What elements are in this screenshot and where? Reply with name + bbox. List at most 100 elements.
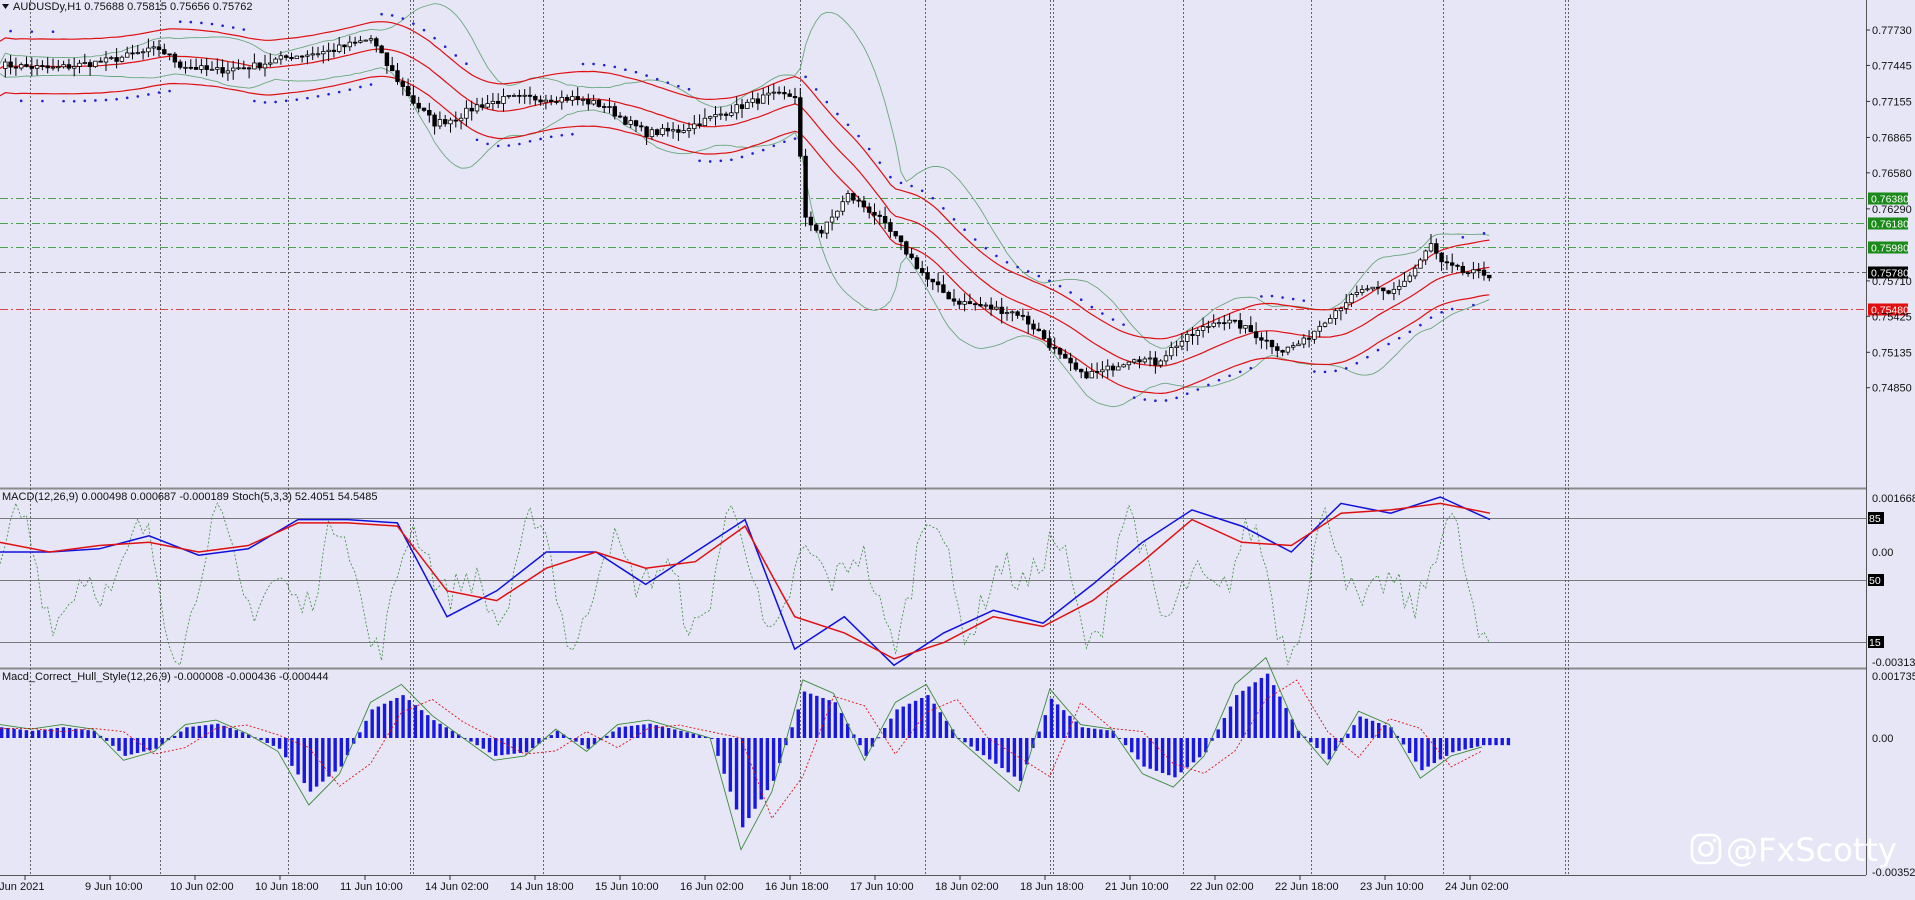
sar-dot [1291,297,1295,301]
hull-histogram-bar [932,703,936,738]
sar-dot [1228,374,1231,378]
hull-histogram-bar [1191,738,1196,763]
candle-body [125,52,130,58]
candle-body [644,126,649,138]
sar-dot [528,139,532,143]
hull-histogram-bar [858,738,862,746]
sar-dot [284,99,288,103]
hull-histogram-bar [605,735,609,738]
sar-dot [1302,299,1306,302]
candle-body [1041,330,1047,339]
hull-histogram-bar [537,738,541,744]
sar-dot [507,144,511,147]
hull-histogram-bar [370,709,374,738]
candle-body [363,39,368,42]
sar-dot [1196,388,1200,391]
candle-body [898,235,904,243]
candle-body [236,67,241,70]
hull-histogram-bar [1086,727,1091,738]
sar-dot [19,99,23,103]
candle-body [1354,292,1359,295]
hull-histogram-bar [1068,715,1072,738]
candle-body [172,53,178,63]
candle-body [1248,325,1253,333]
hull-histogram-bar [1457,738,1461,751]
candle-body [617,115,623,118]
sar-dot [72,99,76,103]
candle-body [1015,311,1020,316]
main-chart-title: AUDUSDy,H1 0.75688 0.75815 0.75656 0.757… [13,1,253,13]
candle-body [978,304,983,307]
candle-body [29,65,34,69]
candle-body [199,65,204,70]
hull-histogram-bar [284,738,288,758]
candle-body [1402,280,1407,287]
candle-body [56,66,61,69]
price-tick-label: 0.77730 [1872,25,1912,37]
candle-body [702,117,708,127]
hull-histogram-bar [1080,727,1085,738]
hull-histogram-bar [1092,728,1097,738]
sar-dot [210,22,214,26]
hull-histogram-bar [506,738,510,755]
moving-average-line [0,48,1490,367]
sar-dot [1323,370,1327,374]
candle-body [1322,322,1328,327]
sar-dot [178,20,182,23]
candle-body [18,64,24,69]
hull-histogram-bar [913,700,918,738]
candle-body [549,99,554,102]
sar-dot [1079,298,1083,301]
hull-histogram-bar [1401,738,1406,745]
candle-body [708,116,713,119]
price-tick-label: 0.77155 [1872,96,1912,108]
candle-body [1100,369,1105,373]
macd-axis-label: 0.001668 [1872,493,1915,505]
sar-dot [1016,265,1019,269]
sar-dot [963,228,966,231]
candle-body [1444,261,1450,264]
sar-dot [560,133,564,137]
hull-histogram-bar [104,738,109,741]
candle-body [1243,325,1248,329]
candle-body [819,229,824,234]
hull-histogram-bar [222,725,226,738]
hull-histogram-bar [710,738,714,739]
candle-body [34,65,40,69]
candle-body [432,114,437,127]
candle-body [628,120,633,125]
candle-body [209,68,215,71]
sar-dot [83,99,87,103]
hull-histogram-bar [1407,738,1412,754]
candle-body [1185,333,1190,342]
candle-body [1275,346,1280,351]
hull-histogram-bar [271,738,276,746]
sar-dot [51,30,55,33]
hull-histogram-bar [901,706,905,738]
candle-body [766,92,771,96]
candle-body [188,66,193,69]
candle-body [283,55,289,58]
sar-dot [30,30,34,33]
candle-body [686,128,692,131]
candle-body [570,96,575,101]
candle-body [331,49,337,52]
candle-body [1280,350,1285,353]
candle-body [347,41,352,48]
hull-histogram-bar [716,738,720,756]
hull-histogram-bar [747,738,751,819]
symbol-menu-triangle-icon[interactable] [2,4,9,9]
candle-body [87,62,93,68]
hull-histogram-bar [944,720,949,738]
sar-dot [443,45,447,49]
candle-body [835,210,840,218]
candle-body [506,95,511,97]
candle-body [93,60,98,68]
sar-dot [1376,348,1380,352]
stoch-level-tag [1868,574,1884,586]
hull-histogram-bar [827,700,831,738]
sar-dot [380,12,383,16]
hull-histogram-bar [512,738,516,754]
hull-histogram-bar [1210,738,1214,741]
